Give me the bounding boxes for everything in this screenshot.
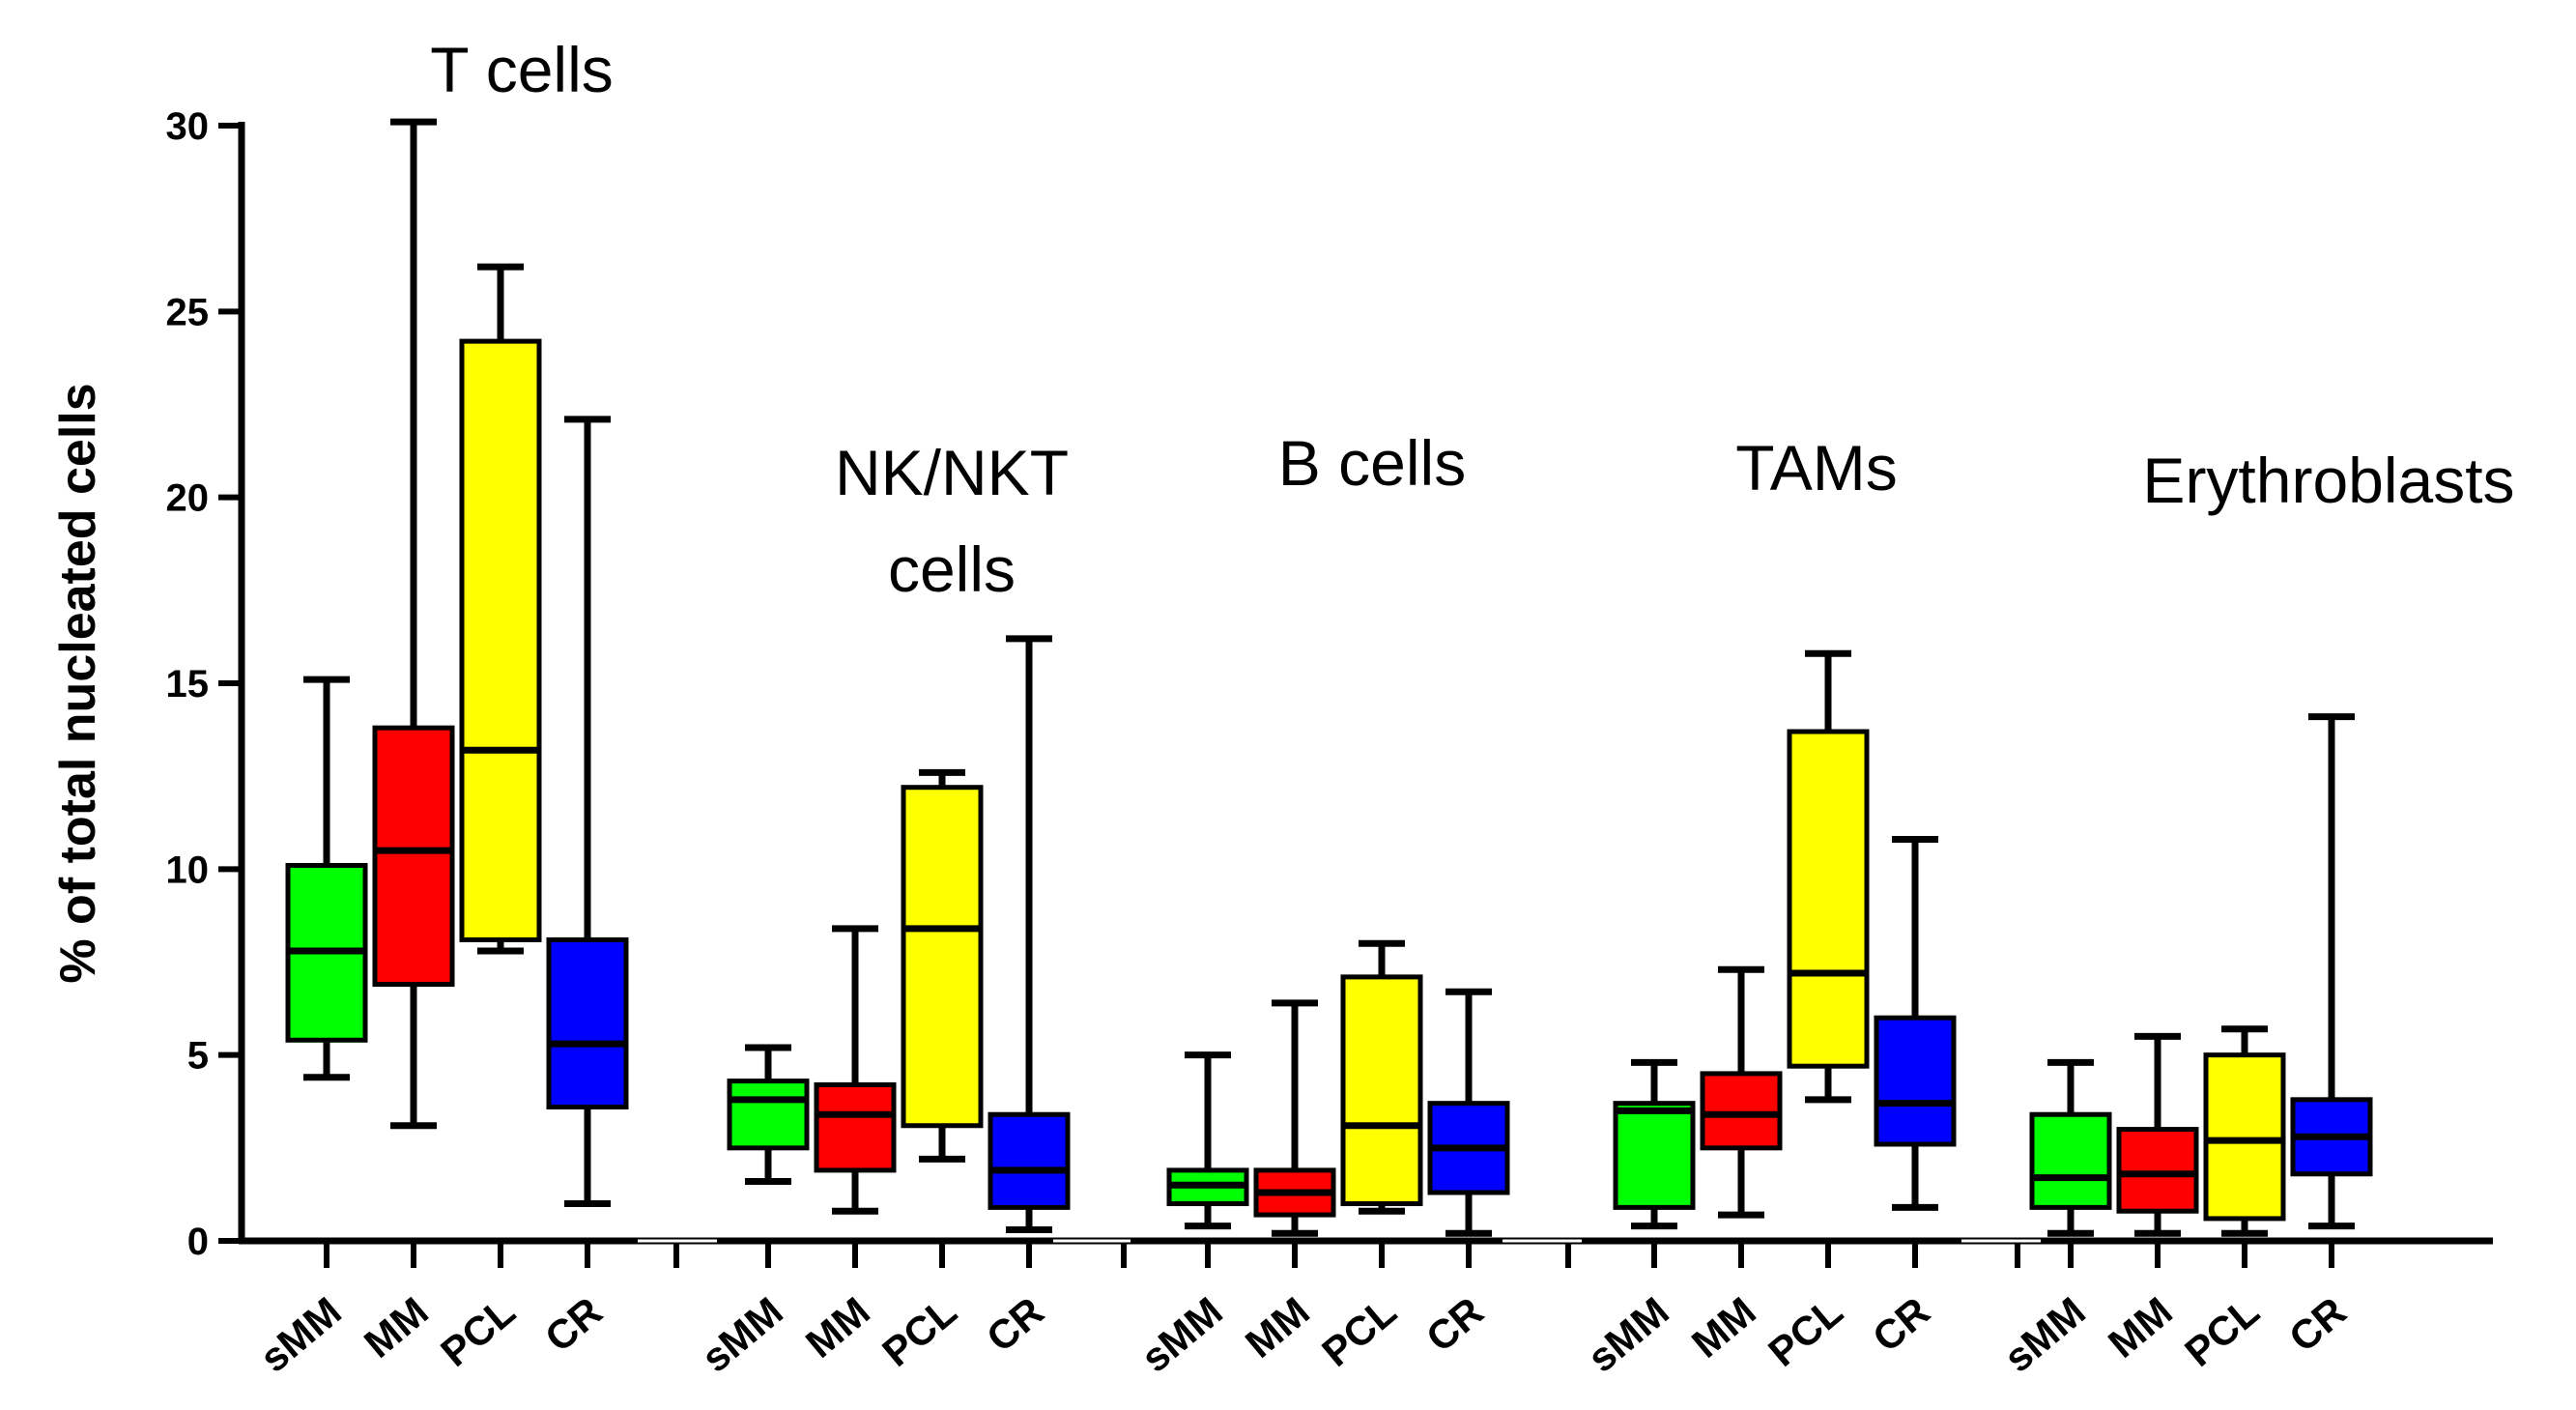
iqr-box — [1340, 974, 1423, 1207]
iqr-box — [372, 725, 455, 988]
x-category-label: CR — [1417, 1288, 1492, 1361]
group-label: TAMs — [1735, 432, 1897, 504]
box-cr — [546, 416, 629, 1208]
box-cr — [987, 635, 1071, 1233]
box-mm — [1253, 999, 1336, 1237]
y-tick-label: 15 — [166, 663, 210, 705]
x-category-label: sMM — [1579, 1288, 1677, 1381]
x-category-label: sMM — [1995, 1288, 2094, 1381]
y-tick-label: 25 — [166, 291, 210, 333]
x-category-label: CR — [536, 1288, 611, 1361]
iqr-box — [727, 1079, 810, 1151]
iqr-box — [546, 936, 629, 1110]
x-category-label: MM — [2100, 1288, 2181, 1367]
box-smm — [285, 676, 368, 1081]
y-tick-label: 30 — [166, 105, 210, 148]
box-mm — [814, 925, 897, 1215]
box-pcl — [1340, 939, 1423, 1215]
iqr-box — [1874, 1015, 1957, 1147]
box-pcl — [459, 263, 542, 955]
boxes — [285, 118, 2373, 1237]
box-mm — [372, 118, 455, 1130]
box-cr — [1874, 836, 1957, 1211]
iqr-box — [2116, 1127, 2199, 1214]
box-smm — [1166, 1051, 1249, 1230]
x-category-label: MM — [1237, 1288, 1318, 1367]
group-label: cells — [888, 533, 1016, 605]
x-category-label: PCL — [432, 1288, 524, 1375]
iqr-box — [459, 338, 542, 942]
box-cr — [1427, 988, 1510, 1237]
x-category-label: PCL — [1760, 1288, 1851, 1375]
x-category-label: PCL — [1313, 1288, 1405, 1375]
x-category-label: CR — [1864, 1288, 1938, 1361]
x-category-label: sMM — [1132, 1288, 1231, 1381]
x-category-label: PCL — [873, 1288, 965, 1375]
y-tick-label: 20 — [166, 477, 210, 520]
box-smm — [1613, 1058, 1696, 1230]
iqr-box — [2029, 1111, 2112, 1210]
box-smm — [2029, 1058, 2112, 1237]
x-category-label: CR — [978, 1288, 1052, 1361]
iqr-box — [1787, 729, 1870, 1069]
group-label: NK/NKT — [835, 437, 1069, 508]
group-label: T cells — [430, 34, 614, 105]
iqr-box — [2203, 1052, 2286, 1222]
box-smm — [727, 1044, 810, 1185]
y-tick-label: 10 — [166, 849, 210, 891]
x-category-label: MM — [1683, 1288, 1764, 1367]
iqr-box — [987, 1111, 1071, 1210]
x-category-label: sMM — [693, 1288, 791, 1381]
group-label: B cells — [1278, 427, 1466, 499]
box-pcl — [2203, 1025, 2286, 1237]
group-label: Erythroblasts — [2142, 445, 2514, 516]
iqr-box — [814, 1081, 897, 1173]
iqr-box — [1613, 1101, 1696, 1210]
box-pcl — [901, 768, 984, 1163]
y-tick-label: 0 — [187, 1221, 209, 1263]
x-category-label: MM — [356, 1288, 437, 1367]
y-axis-title: % of total nucleated cells — [50, 383, 106, 983]
y-tick-label: 5 — [187, 1035, 209, 1078]
x-category-label: MM — [797, 1288, 878, 1367]
x-category-label: sMM — [251, 1288, 350, 1381]
iqr-box — [901, 785, 984, 1129]
iqr-box — [1700, 1071, 1783, 1151]
x-category-label: PCL — [2176, 1288, 2268, 1375]
box-mm — [1700, 965, 1783, 1219]
labels: T cells NK/NKT cells B cells TAMs Erythroblas… — [430, 34, 2514, 605]
box-mm — [2116, 1032, 2199, 1237]
x-category-label: CR — [2280, 1288, 2355, 1361]
box-pcl — [1787, 649, 1870, 1104]
box-cr — [2290, 713, 2373, 1230]
